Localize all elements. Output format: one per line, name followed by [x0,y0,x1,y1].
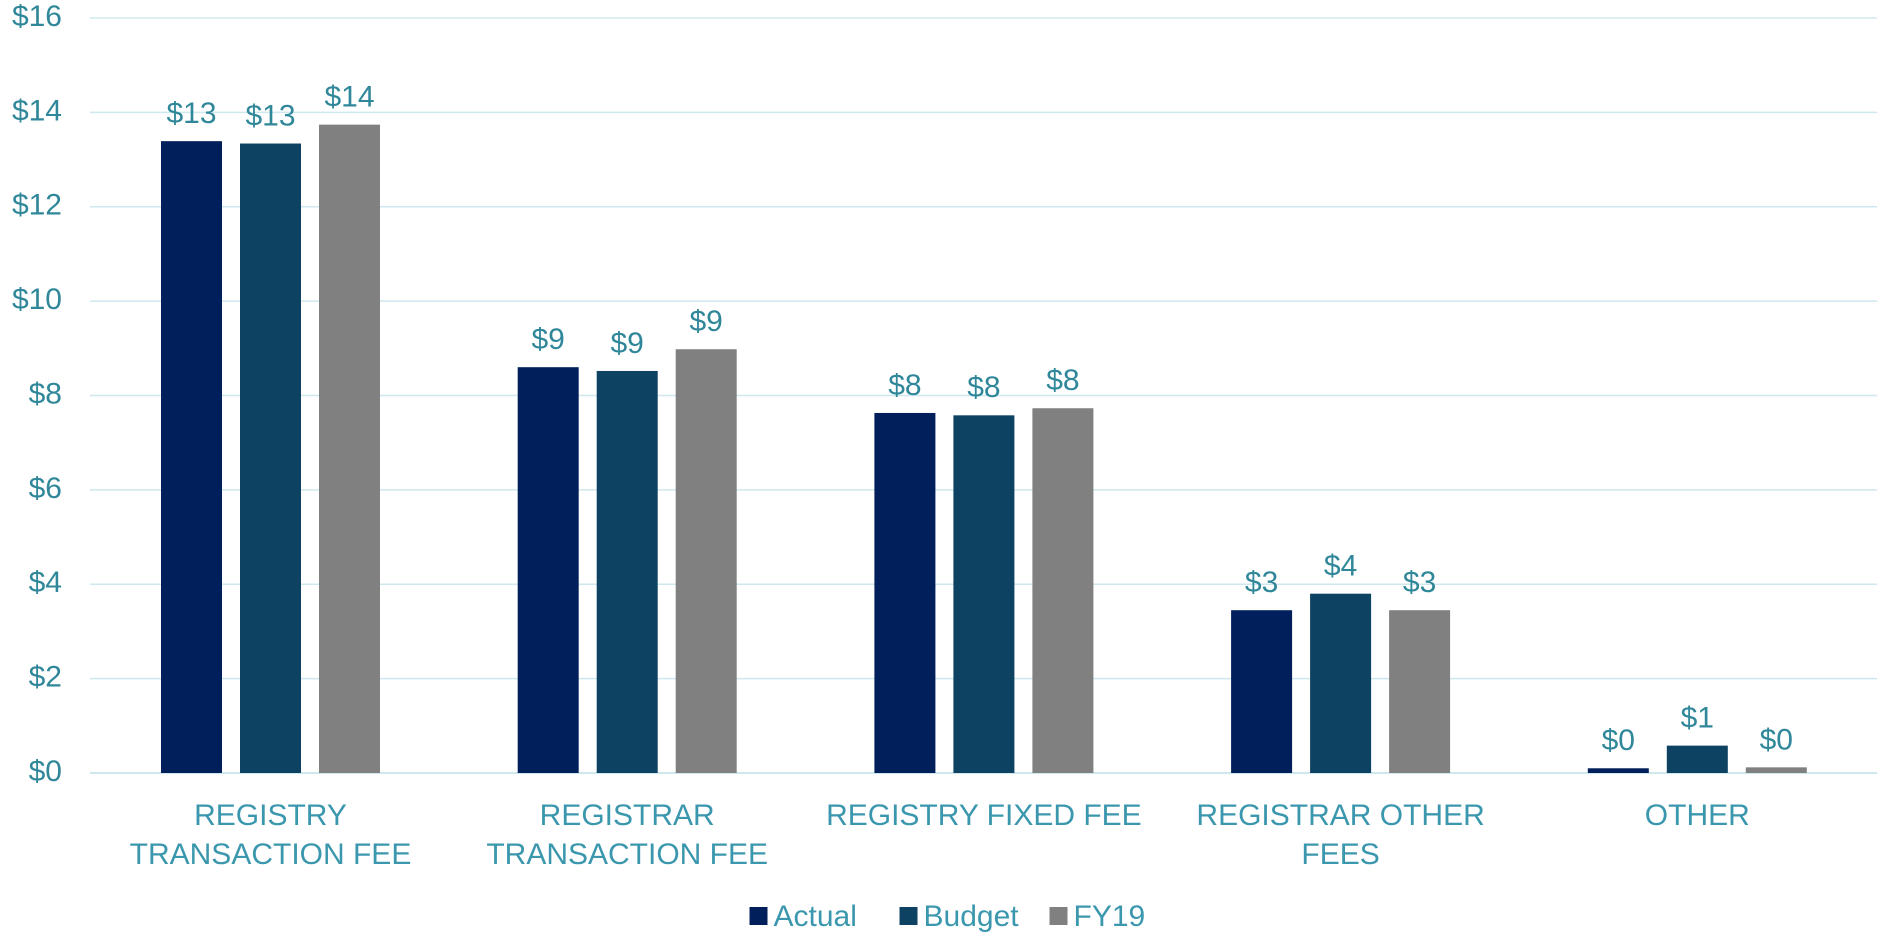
data-label: $9 [690,305,723,338]
bar [953,415,1015,773]
legend-swatch [899,907,918,925]
y-tick-label: $6 [29,472,62,505]
bar [1666,745,1728,773]
bar [1587,768,1649,773]
x-tick-label: REGISTRAR OTHER FEES [1196,799,1485,871]
bar [161,141,222,774]
data-label: $9 [532,323,565,356]
bar [1745,767,1807,773]
data-label: $4 [1324,550,1357,583]
data-label: $9 [611,327,644,360]
y-tick-label: $0 [29,755,62,788]
x-tick-label: REGISTRY FIXED FEE [826,799,1142,832]
bar [675,349,737,773]
y-tick-label: $10 [12,283,62,316]
x-tick-label: OTHER [1644,799,1750,832]
y-tick-label: $8 [29,377,62,410]
y-tick-label: $4 [29,566,62,599]
bar [1310,593,1372,773]
bar [874,412,936,773]
legend-label: Actual [774,900,857,933]
y-tick-label: $12 [12,189,62,222]
bar [596,370,658,773]
data-label: $8 [967,371,1000,404]
x-tick-label: REGISTRAR TRANSACTION FEE [486,799,769,871]
y-tick-label: $14 [12,94,62,127]
data-label: $0 [1760,723,1793,756]
data-label: $14 [324,81,374,114]
data-label: $13 [245,99,295,132]
data-label: $3 [1245,566,1278,599]
bar [1389,610,1451,773]
y-tick-label: $16 [12,0,62,33]
data-label: $0 [1602,724,1635,757]
bar [1231,610,1293,773]
data-label: $3 [1403,566,1436,599]
bar [517,367,579,773]
data-label: $13 [166,97,216,130]
legend-swatch [749,907,768,925]
data-label: $8 [888,369,921,402]
bar [1032,408,1094,773]
data-label: $1 [1681,702,1714,735]
data-label: $8 [1046,364,1079,397]
x-tick-label: REGISTRY TRANSACTION FEE [129,799,412,871]
legend-swatch [1049,907,1068,925]
legend-label: FY19 [1074,900,1146,933]
bar [319,124,380,774]
legend-label: Budget [924,900,1020,933]
y-tick-label: $2 [29,661,62,694]
bar [240,143,301,774]
